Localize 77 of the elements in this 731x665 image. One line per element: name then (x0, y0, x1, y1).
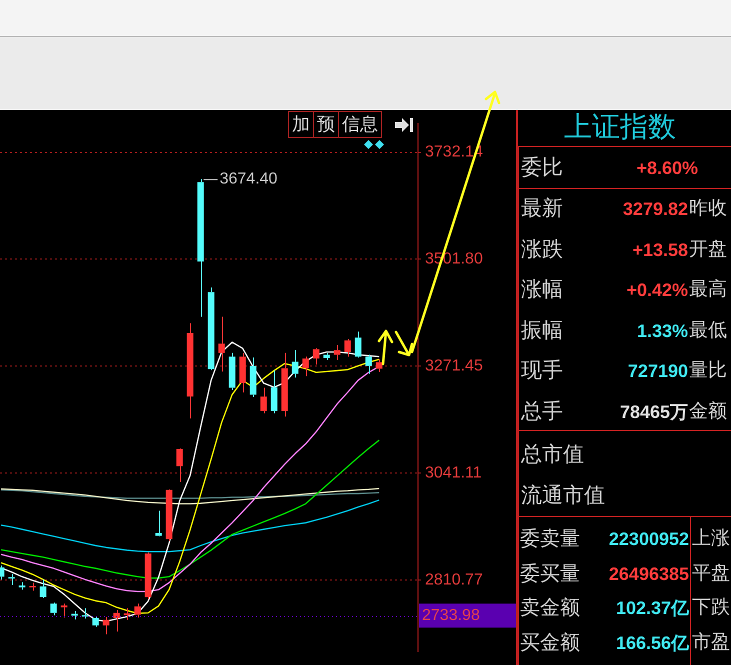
candlestick (186, 322, 194, 419)
text: 3279.82 (622, 199, 688, 219)
text: 现手 (521, 358, 563, 384)
text: 涨幅 (521, 277, 563, 303)
annotation: 加 (288, 111, 314, 138)
text: 振幅 (521, 318, 563, 344)
candlestick (270, 370, 278, 414)
ref-line-label: 2733.98 (422, 607, 480, 624)
y-tick-label: 3041.11 (425, 464, 482, 482)
text: +13.58 (632, 240, 688, 260)
candlestick (239, 352, 246, 393)
text: 727190 (628, 361, 688, 381)
text: 102.37亿 (616, 598, 689, 618)
candlestick (323, 352, 330, 360)
candlestick (176, 449, 183, 482)
text: 1.33% (636, 320, 688, 340)
text: 涨跌 (521, 236, 563, 262)
candlestick (354, 331, 362, 358)
candlestick (197, 178, 204, 318)
candlestick (260, 387, 267, 414)
candlestick (60, 603, 68, 618)
text: 166.56亿 (616, 632, 689, 652)
y-tick-label: 2810.77 (425, 571, 483, 588)
candlestick (302, 356, 309, 377)
text: 22300952 (608, 529, 689, 549)
text: 26496385 (608, 564, 689, 584)
text: 市盈 (692, 630, 730, 654)
candlestick (155, 510, 162, 536)
annotation: 信息 (338, 111, 382, 138)
candlestick (40, 578, 46, 599)
text: 总市值 (521, 442, 584, 468)
candlestick (281, 352, 288, 418)
y-tick-label: 3271.45 (425, 358, 483, 375)
candlestick (29, 582, 36, 592)
candlestick (134, 603, 141, 618)
candlestick (250, 357, 256, 398)
candlestick (92, 616, 99, 628)
text: 委买量 (520, 562, 580, 586)
text: +8.60% (636, 158, 698, 178)
text: 上涨 (692, 527, 730, 551)
text: 卖金额 (520, 596, 580, 621)
text: 昨收 (689, 197, 727, 221)
text: 开盘 (689, 238, 727, 262)
text: +0.42% (626, 280, 688, 300)
candlestick (18, 582, 26, 590)
text: 委卖量 (520, 527, 580, 552)
candlestick (312, 348, 320, 366)
text: 最低 (689, 318, 727, 342)
annotation: 3674.40 (220, 170, 278, 188)
candlestick (166, 490, 172, 542)
text: 最高 (689, 278, 727, 302)
candlestick (82, 608, 88, 619)
candlestick (344, 338, 351, 358)
candlestick (228, 352, 236, 391)
text: 总手 (521, 398, 563, 424)
text: 委比 (521, 155, 563, 181)
text: 最新 (521, 196, 563, 222)
text: 买金额 (520, 630, 580, 656)
text: 流通市值 (521, 483, 605, 509)
text: 金额 (689, 400, 727, 424)
candlestick (102, 616, 110, 635)
candlestick (334, 344, 340, 360)
candlestick (218, 316, 225, 372)
text: 量比 (689, 359, 727, 383)
candlestick (144, 552, 152, 600)
candlestick (50, 602, 57, 616)
candlestick (8, 573, 15, 586)
candlestick (208, 286, 214, 371)
text: 78465万 (620, 402, 688, 422)
text: 平盘 (692, 562, 730, 586)
text: 上证指数 (564, 110, 676, 144)
candlestick (292, 350, 298, 378)
annotation: 预 (313, 111, 339, 138)
candlestick (365, 354, 372, 374)
candlestick (113, 610, 120, 632)
candlestick (376, 358, 382, 372)
text: 下跌 (692, 596, 730, 620)
